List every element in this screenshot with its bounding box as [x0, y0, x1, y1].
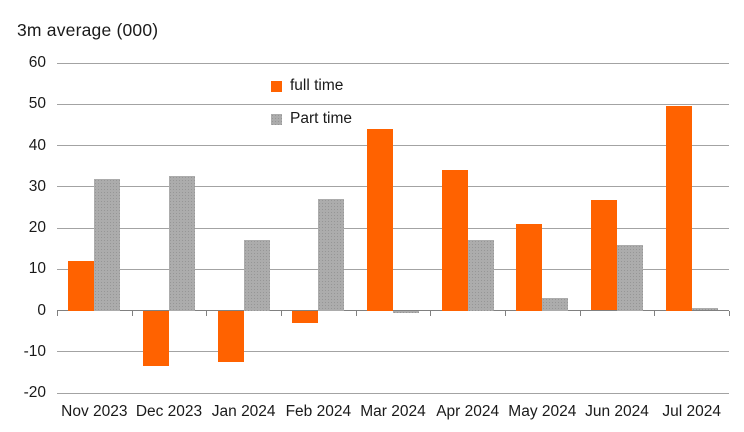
bar-part-time-apr-2024 — [467, 240, 494, 311]
legend: full time Part time — [271, 77, 352, 143]
x-axis-tick — [131, 310, 133, 316]
x-tick-label: May 2024 — [508, 403, 577, 420]
y-tick-label: 0 — [37, 301, 46, 319]
gridline-40 — [57, 145, 729, 146]
legend-item-part-time: Part time — [271, 110, 352, 128]
gridline-60 — [57, 62, 729, 64]
y-tick-label: 30 — [28, 177, 46, 195]
x-axis-tick — [579, 310, 581, 316]
x-axis-tick — [729, 310, 730, 316]
x-axis-tick — [206, 310, 208, 316]
x-axis-tick — [281, 310, 282, 316]
legend-label-full-time: full time — [290, 77, 344, 94]
y-tick-label: 10 — [28, 260, 46, 278]
bar-part-time-nov-2023 — [94, 178, 121, 311]
chart-title: 3m average (000) — [17, 20, 159, 40]
x-tick-label: Jul 2024 — [662, 403, 721, 420]
y-tick-label: 20 — [28, 219, 46, 236]
gridline-20 — [57, 227, 729, 229]
y-tick-label: 40 — [28, 136, 46, 154]
x-axis-tick — [654, 310, 656, 316]
bar-part-time-mar-2024 — [393, 310, 419, 313]
x-tick-label: Jan 2024 — [211, 403, 276, 420]
x-axis-tick — [57, 310, 58, 316]
y-tick-label: 60 — [28, 54, 46, 71]
bar-part-time-jan-2024 — [243, 240, 270, 311]
bar-full-time-mar-2024 — [367, 129, 393, 311]
gridline-30 — [57, 186, 729, 188]
x-tick-label: Apr 2024 — [436, 403, 500, 420]
x-axis-tick — [430, 310, 432, 316]
full-time-swatch-icon — [271, 80, 282, 92]
y-tick-label: -10 — [23, 342, 46, 360]
bar-full-time-jan-2024 — [217, 310, 244, 363]
x-tick-label: Nov 2023 — [61, 403, 128, 420]
y-tick-label: -20 — [23, 384, 46, 401]
legend-label-part-time: Part time — [290, 110, 353, 127]
gridline--20 — [57, 392, 729, 394]
legend-item-full-time: full time — [271, 77, 352, 95]
x-tick-label: Mar 2024 — [360, 403, 426, 420]
x-axis-tick — [355, 310, 357, 316]
gridline--10 — [57, 351, 729, 353]
y-tick-label: 50 — [28, 95, 46, 113]
bar-full-time-apr-2024 — [441, 170, 468, 311]
x-tick-label: Jun 2024 — [585, 403, 649, 420]
bar-part-time-may-2024 — [542, 298, 569, 311]
bar-part-time-jun-2024 — [617, 244, 643, 311]
x-tick-label: Dec 2023 — [135, 403, 203, 420]
bar-full-time-jun-2024 — [591, 200, 617, 311]
bar-full-time-may-2024 — [516, 223, 543, 311]
x-tick-label: Feb 2024 — [285, 403, 352, 420]
bar-part-time-jul-2024 — [691, 307, 718, 311]
x-axis-tick — [505, 310, 506, 316]
bar-full-time-feb-2024 — [292, 310, 319, 323]
bar-full-time-dec-2023 — [143, 310, 169, 367]
bar-full-time-nov-2023 — [68, 261, 95, 311]
bar-part-time-feb-2024 — [318, 199, 345, 311]
bar-part-time-dec-2023 — [169, 176, 195, 311]
bar-full-time-jul-2024 — [665, 106, 692, 311]
part-time-swatch-icon — [271, 113, 282, 125]
gridline-50 — [57, 103, 729, 105]
gridline-10 — [57, 268, 729, 270]
